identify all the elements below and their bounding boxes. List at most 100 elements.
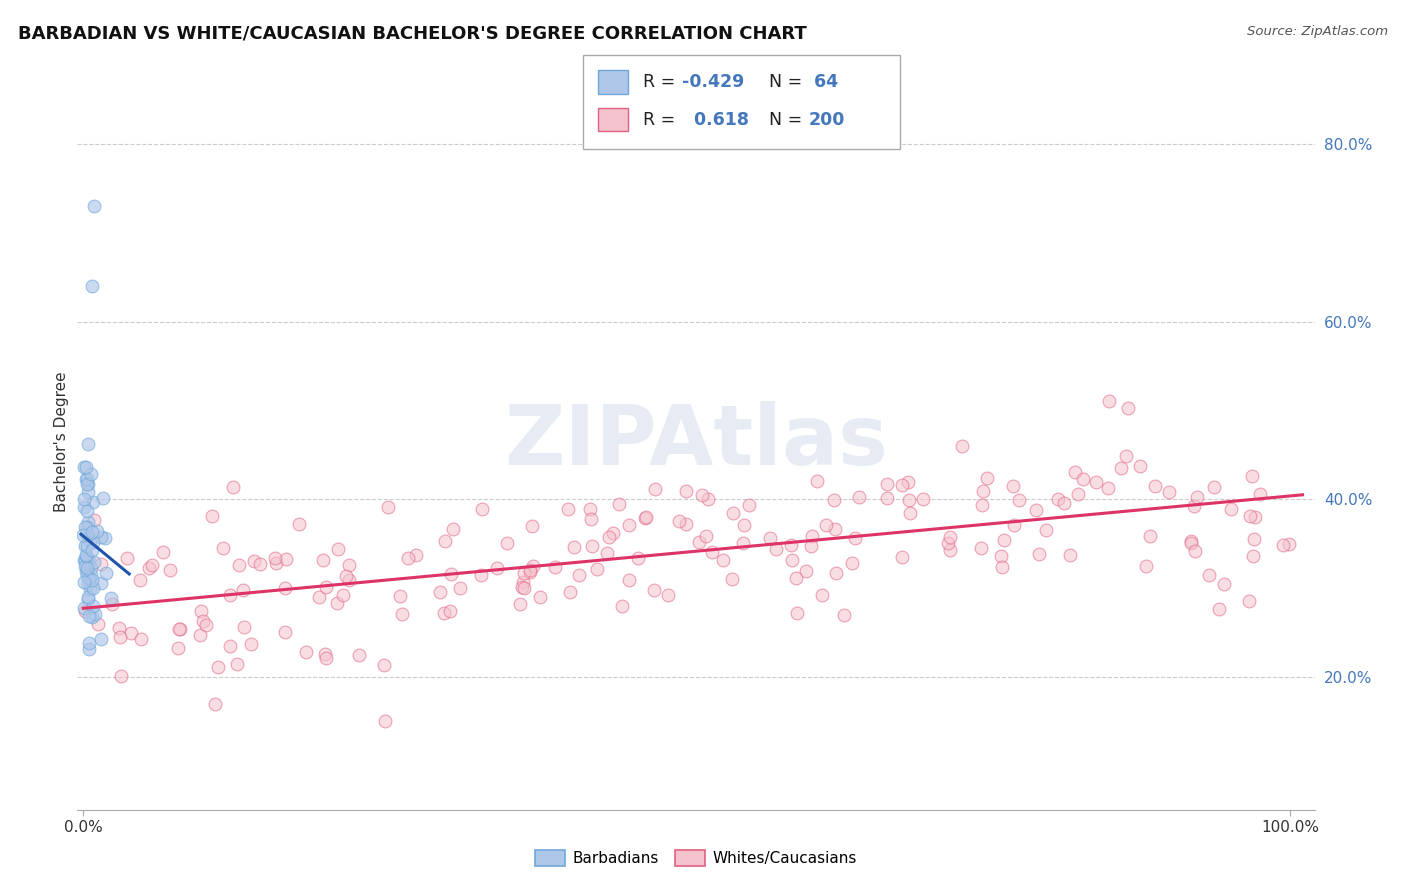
Point	[295, 645, 318, 659]
Point	[1035, 523, 1057, 537]
Point	[441, 522, 464, 536]
Point	[72, 553, 94, 567]
Point	[1097, 481, 1119, 495]
Point	[115, 550, 138, 565]
Point	[75, 472, 97, 486]
Point	[76, 504, 98, 518]
Point	[579, 502, 602, 516]
Point	[83, 555, 105, 569]
Point	[204, 697, 226, 711]
Point	[249, 557, 271, 571]
Point	[1202, 480, 1225, 494]
Text: 0.618: 0.618	[682, 111, 749, 128]
Point	[690, 488, 713, 502]
Point	[765, 542, 787, 557]
Point	[897, 475, 920, 489]
Point	[733, 518, 755, 533]
Point	[391, 607, 413, 621]
Point	[190, 605, 212, 619]
Point	[79, 467, 101, 481]
Point	[970, 541, 993, 556]
Point	[1115, 449, 1137, 463]
Point	[675, 516, 697, 531]
Point	[73, 491, 96, 506]
Point	[75, 604, 97, 618]
Point	[77, 576, 100, 591]
Point	[634, 511, 657, 525]
Y-axis label: Bachelor's Degree: Bachelor's Degree	[53, 371, 69, 512]
Point	[77, 591, 100, 606]
Text: N =: N =	[758, 73, 807, 91]
Point	[991, 560, 1014, 574]
Point	[73, 520, 96, 534]
Point	[519, 565, 541, 579]
Point	[700, 545, 723, 559]
Point	[711, 553, 734, 567]
Point	[675, 483, 697, 498]
Point	[226, 657, 249, 672]
Point	[1028, 547, 1050, 561]
Point	[1135, 559, 1157, 574]
Text: 64: 64	[808, 73, 838, 91]
Point	[233, 620, 256, 634]
Point	[1243, 532, 1265, 546]
Point	[519, 563, 541, 577]
Point	[75, 564, 97, 578]
Point	[1098, 393, 1121, 408]
Point	[274, 581, 297, 595]
Point	[335, 568, 357, 582]
Point	[141, 558, 163, 572]
Point	[201, 508, 224, 523]
Point	[970, 498, 993, 512]
Text: Source: ZipAtlas.com: Source: ZipAtlas.com	[1247, 25, 1388, 38]
Point	[806, 475, 828, 489]
Point	[87, 617, 110, 632]
Point	[912, 491, 935, 506]
Point	[207, 660, 229, 674]
Point	[193, 615, 215, 629]
Point	[138, 561, 160, 575]
Point	[82, 581, 104, 595]
Point	[1220, 501, 1243, 516]
Point	[263, 550, 285, 565]
Point	[731, 536, 754, 550]
Point	[1241, 469, 1264, 483]
Point	[90, 575, 112, 590]
Point	[228, 558, 250, 572]
Point	[75, 539, 97, 553]
Point	[522, 558, 544, 573]
Point	[439, 604, 461, 618]
Point	[82, 524, 104, 539]
Point	[195, 617, 218, 632]
Point	[1180, 536, 1202, 550]
Point	[80, 610, 103, 624]
Point	[82, 534, 104, 549]
Point	[688, 535, 710, 549]
Point	[815, 518, 838, 533]
Point	[83, 199, 105, 213]
Point	[243, 554, 266, 568]
Point	[825, 566, 848, 580]
Point	[938, 530, 960, 544]
Point	[1180, 534, 1202, 549]
Point	[73, 500, 96, 515]
Point	[509, 597, 531, 611]
Point	[610, 599, 633, 614]
Legend: Barbadians, Whites/Caucasians: Barbadians, Whites/Caucasians	[529, 844, 863, 872]
Point	[786, 606, 808, 620]
Point	[76, 561, 98, 575]
Point	[73, 559, 96, 574]
Point	[100, 591, 122, 606]
Point	[75, 554, 97, 568]
Point	[529, 591, 551, 605]
Point	[79, 533, 101, 548]
Point	[1059, 549, 1081, 563]
Point	[433, 606, 456, 620]
Point	[75, 460, 97, 475]
Point	[990, 549, 1012, 564]
Point	[1001, 479, 1024, 493]
Point	[374, 714, 396, 728]
Point	[568, 568, 591, 582]
Point	[101, 597, 124, 611]
Point	[339, 573, 361, 587]
